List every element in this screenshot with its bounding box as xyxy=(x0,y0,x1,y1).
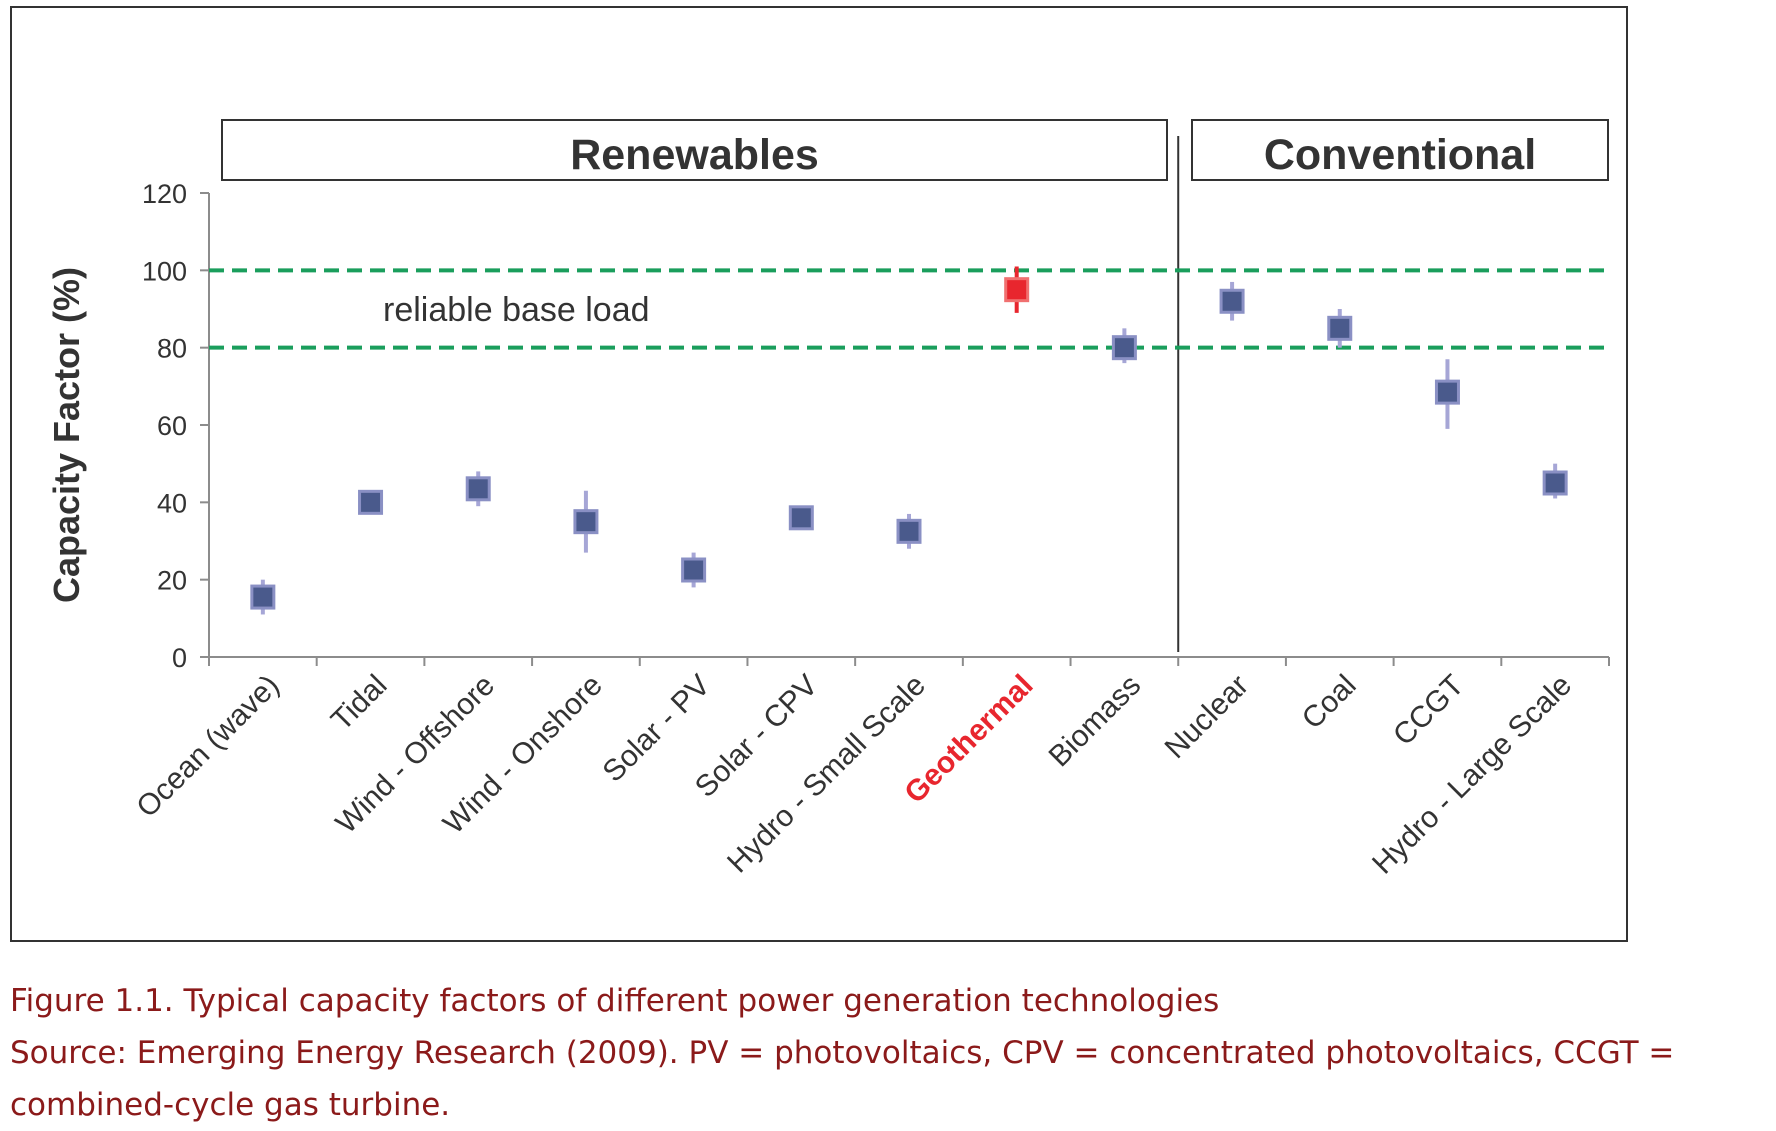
marker-biomass xyxy=(1111,335,1137,361)
capacity-factor-chart: Renewables Conventional 0 20 40 60 80 100 120 Ca… xyxy=(46,119,1610,881)
data-point-nuclear xyxy=(1219,281,1245,321)
data-point-solar-pv xyxy=(681,552,707,588)
data-point-wind-offshore xyxy=(465,471,491,507)
x-tick-label-tidal: Tidal xyxy=(325,669,394,738)
marker-wind-onshore xyxy=(573,509,599,535)
y-tick-label: 100 xyxy=(142,256,187,286)
x-tick-label-ccgt: CCGT xyxy=(1387,669,1470,752)
marker-hydro-small-scale xyxy=(896,518,922,544)
x-tick-label-biomass: Biomass xyxy=(1043,669,1148,774)
x-tick-label-coal: Coal xyxy=(1296,669,1363,736)
y-tick-label: 60 xyxy=(157,411,187,441)
figure-caption: Figure 1.1. Typical capacity factors of … xyxy=(10,975,1766,1131)
marker-wind-offshore xyxy=(465,476,491,502)
y-tick-label: 20 xyxy=(157,566,187,596)
x-tick-label-nuclear: Nuclear xyxy=(1159,669,1255,765)
marker-coal xyxy=(1327,315,1353,341)
marker-solar-pv xyxy=(681,557,707,583)
caption-title: Figure 1.1. Typical capacity factors of … xyxy=(10,983,1220,1019)
data-point-biomass xyxy=(1111,328,1137,364)
data-point-coal xyxy=(1327,309,1353,348)
data-point-geothermal xyxy=(1004,266,1030,313)
group-box-renewables xyxy=(221,119,1168,181)
marker-geothermal xyxy=(1004,277,1030,303)
marker-solar-cpv xyxy=(788,505,814,531)
y-tick-label: 0 xyxy=(172,643,187,673)
group-box-conventional xyxy=(1191,119,1609,181)
data-point-wind-onshore xyxy=(573,490,599,553)
marker-nuclear xyxy=(1219,288,1245,314)
data-point-ccgt xyxy=(1434,359,1460,429)
y-tick-label: 120 xyxy=(142,179,187,209)
y-tick-label: 40 xyxy=(157,488,187,518)
group-label-renewables: Renewables xyxy=(570,131,819,179)
marker-tidal xyxy=(358,489,384,515)
data-point-solar-cpv xyxy=(788,505,814,531)
band-annotation: reliable base load xyxy=(383,291,650,329)
x-tick-label-hydro-small-scale: Hydro - Small Scale xyxy=(721,669,932,880)
data-point-hydro-small-scale xyxy=(896,513,922,549)
marker-hydro-large-scale xyxy=(1542,470,1568,496)
chart-frame: Renewables Conventional 0 20 40 60 80 100 120 Ca… xyxy=(10,6,1628,942)
caption-source: Source: Emerging Energy Research (2009).… xyxy=(10,1035,1675,1123)
marker-ccgt xyxy=(1434,379,1460,405)
data-point-hydro-large-scale xyxy=(1542,463,1568,499)
y-tick-label: 80 xyxy=(157,334,187,364)
data-point-tidal xyxy=(358,489,384,515)
data-point-ocean-wave xyxy=(250,579,276,615)
y-axis-label: Capacity Factor (%) xyxy=(46,267,87,603)
x-tick-label-ocean-wave: Ocean (wave) xyxy=(130,669,285,824)
x-tick-label-hydro-large-scale: Hydro - Large Scale xyxy=(1366,669,1578,881)
group-label-conventional: Conventional xyxy=(1264,131,1536,179)
marker-ocean-wave xyxy=(250,584,276,610)
